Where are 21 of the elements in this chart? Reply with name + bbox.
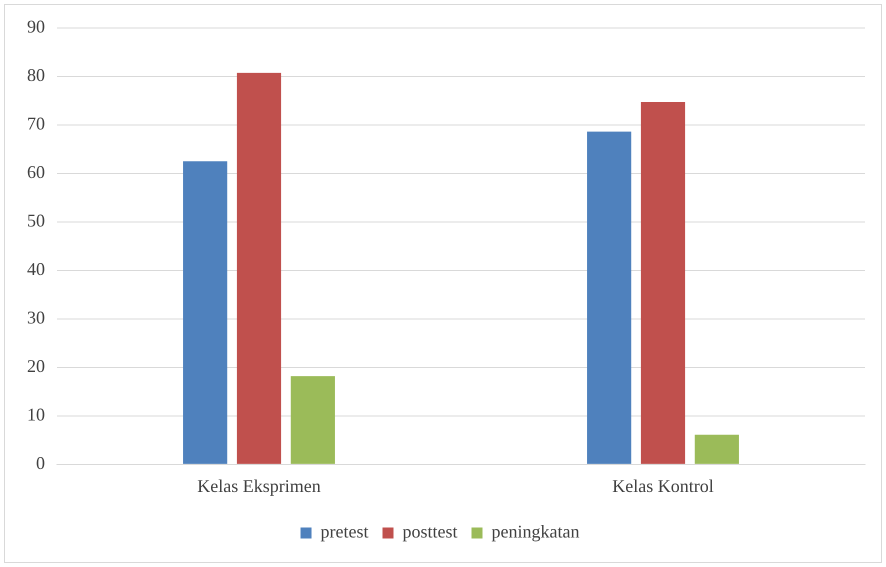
y-tick-label: 30 [27, 308, 45, 328]
legend-label: posttest [402, 522, 458, 542]
legend-label: peningkatan [492, 522, 580, 542]
y-tick-label: 80 [27, 65, 45, 86]
y-tick-label: 40 [27, 259, 45, 280]
y-tick-label: 20 [27, 356, 45, 376]
bar [587, 132, 632, 464]
y-tick-label: 10 [27, 404, 45, 425]
bar [236, 72, 282, 464]
y-tick-label: 60 [27, 162, 45, 182]
y-tick-label: 50 [27, 210, 45, 231]
legend-label: pretest [320, 522, 369, 542]
bar [290, 376, 335, 464]
bar [640, 102, 686, 464]
x-tick-label: Kelas Eksprimen [197, 476, 321, 496]
bar [183, 161, 228, 464]
x-tick-label: Kelas Kontrol [612, 476, 714, 496]
y-tick-label: 90 [27, 16, 45, 37]
y-tick-label: 70 [27, 114, 45, 134]
y-tick-label: 0 [36, 453, 45, 474]
bar [694, 434, 739, 464]
